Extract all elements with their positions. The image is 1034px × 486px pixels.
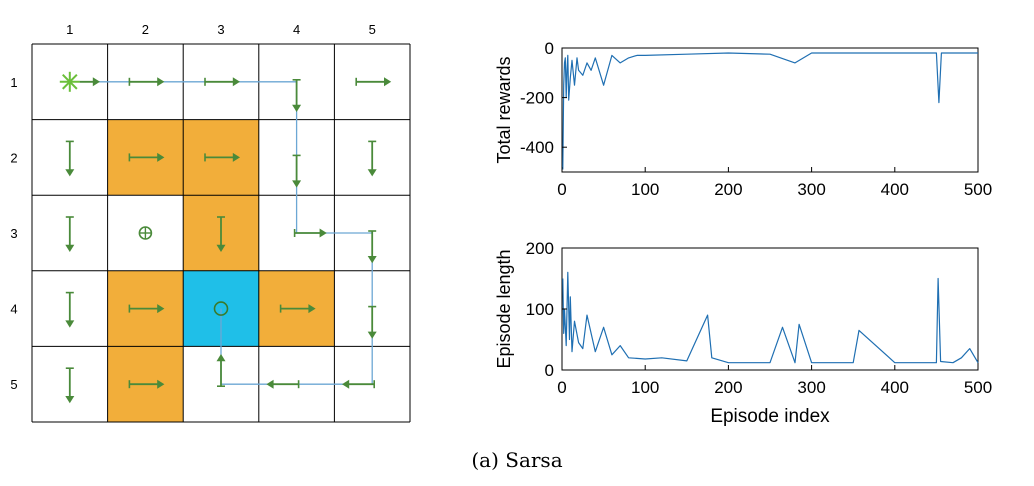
arrow-head [157, 77, 165, 87]
plot-area [561, 47, 979, 173]
x-tick-label: 0 [557, 180, 566, 199]
y-tick-label: 100 [526, 300, 554, 319]
column-label: 2 [142, 22, 149, 37]
arrow-head [342, 379, 350, 389]
arrow-head [319, 228, 327, 238]
arrow-head [157, 379, 165, 389]
x-tick-label: 100 [631, 378, 659, 397]
x-tick-label: 0 [557, 378, 566, 397]
figure-caption: (a) Sarsa [471, 448, 563, 472]
y-axis-label: Total rewards [494, 56, 514, 163]
arrow-head [216, 354, 226, 362]
x-tick-label: 300 [797, 378, 825, 397]
y-tick-label: 200 [526, 239, 554, 258]
column-label: 5 [369, 22, 376, 37]
arrow-head [157, 152, 165, 162]
x-tick-label: 400 [881, 180, 909, 199]
x-tick-label: 500 [964, 180, 992, 199]
x-tick-label: 500 [964, 378, 992, 397]
arrow-head [367, 331, 377, 339]
y-tick-label: 0 [545, 361, 554, 380]
arrow-head [292, 104, 302, 112]
arrow-head [367, 169, 377, 177]
arrow-head [157, 304, 165, 314]
arrow-head [92, 77, 100, 87]
y-tick-label: -200 [520, 89, 554, 108]
y-tick-label: 0 [545, 39, 554, 58]
y-axis-label: Episode length [494, 249, 514, 368]
arrow-head [65, 244, 75, 252]
arrow-head [384, 77, 392, 87]
row-label: 5 [10, 377, 17, 392]
row-label: 3 [10, 226, 17, 241]
column-label: 1 [66, 22, 73, 37]
column-label: 3 [217, 22, 224, 37]
arrow-head [367, 256, 377, 264]
arrow-head [232, 152, 240, 162]
column-label: 4 [293, 22, 300, 37]
arrow-head [232, 77, 240, 87]
arrow-head [308, 304, 316, 314]
series-line [562, 271, 979, 364]
total-rewards-chart: 0 100 200 300 400 500 0 -200 -400 Total rewards [494, 39, 992, 199]
arrow-head [65, 320, 75, 328]
arrow-head [292, 180, 302, 188]
row-label: 1 [10, 75, 17, 90]
x-tick-label: 100 [631, 180, 659, 199]
asterisk-icon [62, 74, 78, 90]
episode-length-chart: 0 100 200 300 400 500 0 100 200 Episode length Epi… [494, 239, 992, 427]
arrow-head [65, 169, 75, 177]
series-line [562, 52, 978, 170]
y-tick-label: -400 [520, 138, 554, 157]
arrow-head [65, 396, 75, 404]
row-label: 2 [10, 150, 17, 165]
x-tick-label: 200 [714, 180, 742, 199]
x-axis-label: Episode index [710, 406, 830, 427]
x-tick-label: 200 [714, 378, 742, 397]
row-label: 4 [10, 302, 17, 317]
x-tick-label: 400 [881, 378, 909, 397]
arrow-head [266, 379, 274, 389]
x-tick-label: 300 [797, 180, 825, 199]
plot-area [561, 247, 979, 371]
grid-world: 1 2 3 4 5 1 2 3 4 5 [10, 22, 411, 423]
circle-icon [213, 301, 229, 316]
arrow-head [216, 244, 226, 252]
